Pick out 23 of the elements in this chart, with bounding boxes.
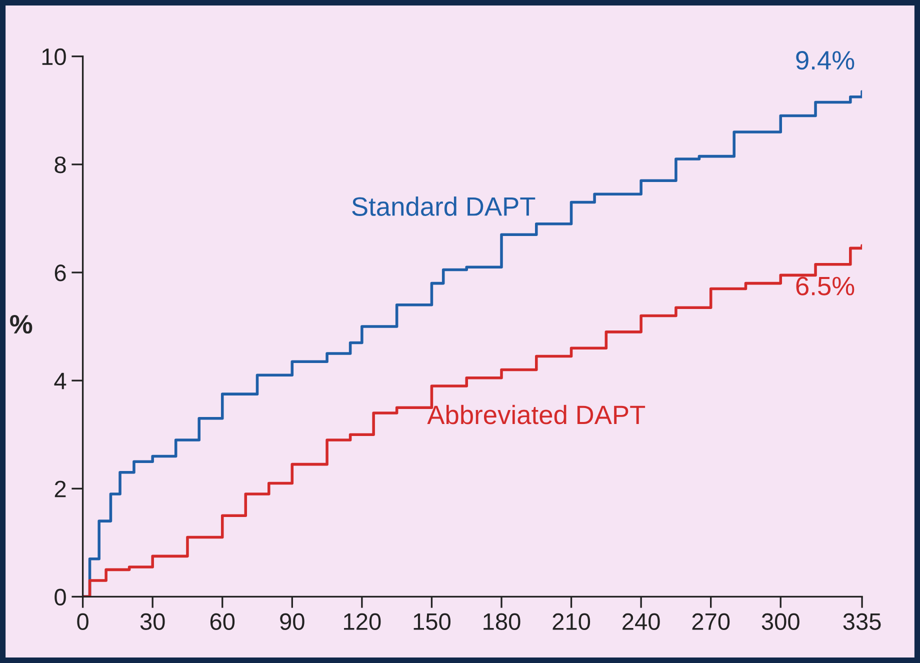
series-label: Standard DAPT [352, 196, 536, 216]
annotation: 9.4% [796, 50, 854, 70]
y-tick-label: 0 [54, 588, 66, 606]
x-tick-label: 30 [140, 613, 165, 630]
y-axis-title: % [10, 314, 32, 334]
annotation: 6.5% [796, 276, 854, 296]
x-tick-label: 210 [552, 613, 590, 630]
x-tick-label: 240 [622, 613, 660, 630]
y-tick-label: 4 [54, 372, 66, 390]
x-tick-label: 150 [414, 613, 450, 630]
x-tick-label: 0 [77, 613, 88, 630]
x-tick-label: 300 [762, 613, 800, 630]
series-label: Abbreviated DAPT [427, 404, 646, 424]
x-tick-label: 120 [344, 613, 381, 630]
x-tick-label: 180 [484, 613, 520, 630]
y-tick-label: 2 [54, 480, 66, 498]
y-tick-label: 6 [54, 264, 66, 282]
x-tick-label: 90 [280, 613, 304, 630]
x-tick-label: 60 [210, 613, 235, 630]
y-tick-label: 10 [42, 48, 66, 66]
x-tick-label: 335 [843, 613, 881, 630]
y-tick-label: 8 [54, 156, 66, 174]
x-tick-label: 270 [692, 613, 730, 630]
